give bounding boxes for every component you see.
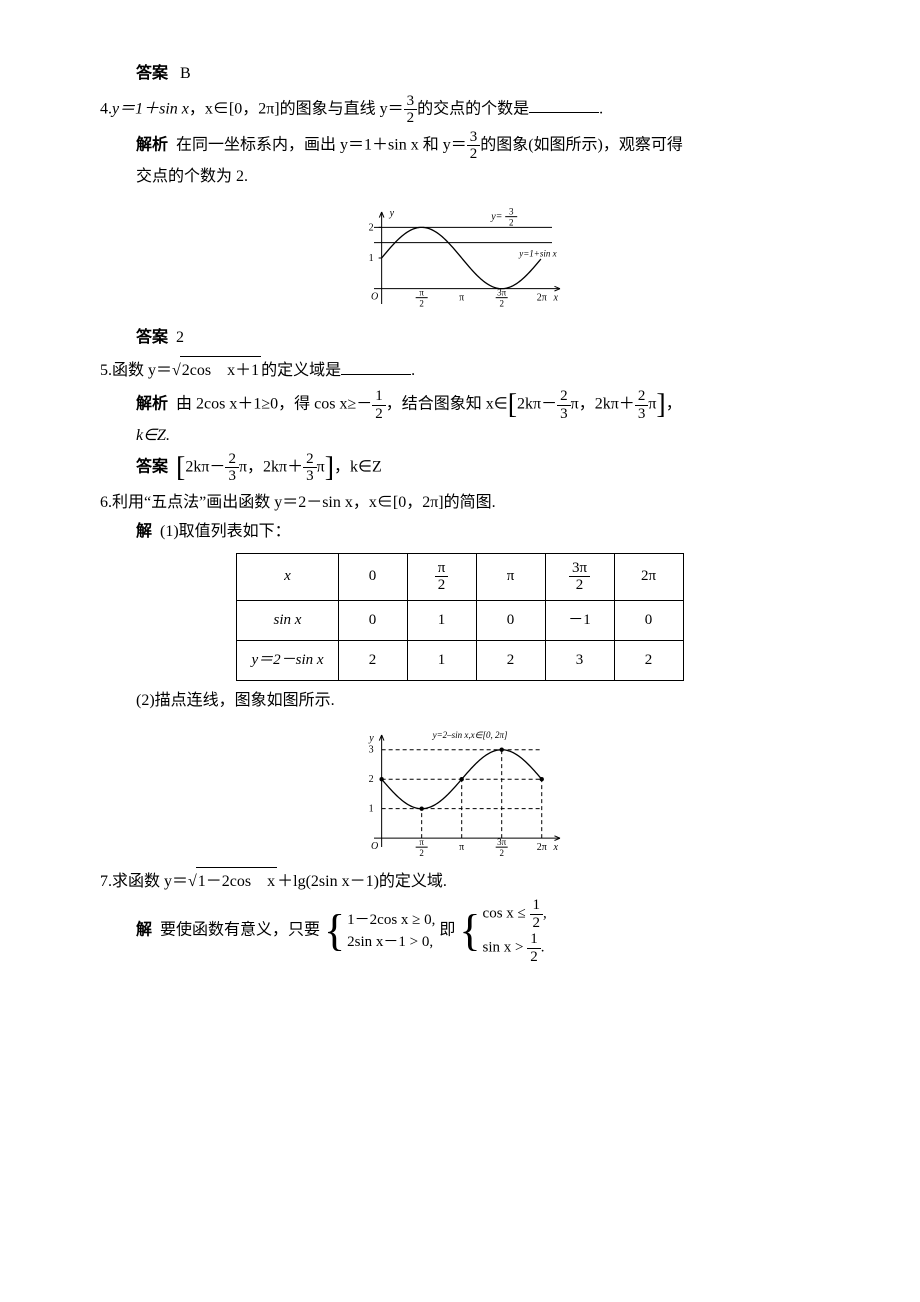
answer-label: 答案 xyxy=(136,65,168,82)
svg-text:O: O xyxy=(371,291,378,302)
sqrt: 2cos x＋1 xyxy=(172,362,261,379)
sqrt: 1－2cos x xyxy=(188,873,277,890)
prob6-sol2: (2)描点连线，图象如图所示. xyxy=(100,687,820,716)
svg-text:3π: 3π xyxy=(497,838,507,848)
svg-text:y: y xyxy=(389,208,395,219)
svg-text:π: π xyxy=(419,838,424,848)
svg-text:π: π xyxy=(419,287,424,297)
svg-text:1: 1 xyxy=(369,804,374,815)
svg-text:x: x xyxy=(553,843,559,854)
answer-value: B xyxy=(180,65,191,82)
prob-num: 7. xyxy=(100,873,112,890)
problem-6: 6.利用“五点法”画出函数 y＝2－sin x，x∈[0，2π]的简图. xyxy=(100,489,820,518)
svg-text:2: 2 xyxy=(499,298,504,308)
prob5-answer: 答案 [2kπ－23π，2kπ＋23π]，k∈Z xyxy=(100,451,820,485)
problem-5: 5.函数 y＝2cos x＋1的定义域是. xyxy=(100,356,820,386)
prob6-figure: xyO123π2π3π22πy=2–sin x,x∈[0, 2π] xyxy=(100,721,820,861)
problem-7: 7.求函数 y＝1－2cos x＋lg(2sin x－1)的定义域. xyxy=(100,867,820,897)
svg-text:2π: 2π xyxy=(537,843,547,854)
prob7-solution: 解 要使函数有意义，只要 { 1－2cos x ≥ 0, 2sin x－1 > … xyxy=(100,897,820,965)
svg-text:3: 3 xyxy=(369,745,374,756)
svg-text:2π: 2π xyxy=(537,292,547,303)
problem-4: 4.y＝1＋sin x，x∈[0，2π]的图象与直线 y＝32的交点的个数是. xyxy=(100,93,820,127)
svg-text:y: y xyxy=(368,733,374,744)
svg-text:y=2–sin x,x∈[0, 2π]: y=2–sin x,x∈[0, 2π] xyxy=(432,730,508,740)
prob-num: 4. xyxy=(100,100,112,117)
system-1: { 1－2cos x ≥ 0, 2sin x－1 > 0, xyxy=(324,909,435,954)
anal-label: 解析 xyxy=(136,396,168,413)
svg-text:π: π xyxy=(459,292,464,303)
svg-text:2: 2 xyxy=(509,217,513,227)
system-2: { cos x ≤ 12, sin x > 12. xyxy=(459,897,546,965)
prob-num: 5. xyxy=(100,362,112,379)
svg-text:x: x xyxy=(553,292,559,303)
answer-value: 2 xyxy=(176,329,184,346)
blank xyxy=(341,358,411,375)
svg-text:y=1+sin x: y=1+sin x xyxy=(518,248,556,258)
frac-3-2: 32 xyxy=(404,93,418,127)
svg-text:2: 2 xyxy=(499,849,504,859)
anal-label: 解析 xyxy=(136,136,168,153)
prob5-analysis: 解析 由 2cos x＋1≥0，得 cos x≥－12，结合图象知 x∈[2kπ… xyxy=(100,388,820,451)
svg-text:2: 2 xyxy=(419,849,424,859)
anal-line2: 交点的个数为 2. xyxy=(136,163,820,192)
frac: 32 xyxy=(467,129,481,163)
sol-label: 解 xyxy=(136,922,152,939)
svg-text:π: π xyxy=(459,843,464,854)
prob6-table: x0π2π3π22πsin x010－10y＝2－sin x21232 xyxy=(236,553,683,681)
svg-text:2: 2 xyxy=(369,775,374,786)
answer-label: 答案 xyxy=(136,329,168,346)
blank xyxy=(529,96,599,113)
svg-text:y=: y= xyxy=(490,211,502,222)
kz: k∈Z. xyxy=(136,422,820,451)
tail: 的交点的个数是 xyxy=(417,100,529,117)
prob4-figure: xyO12π2π3π22πy=32y=1+sin x xyxy=(100,198,820,318)
prob3-answer: 答案 B xyxy=(100,60,820,89)
svg-text:2: 2 xyxy=(419,298,424,308)
svg-text:1: 1 xyxy=(369,253,374,264)
svg-text:2: 2 xyxy=(369,222,374,233)
prob-num: 6. xyxy=(100,494,112,511)
svg-text:O: O xyxy=(371,842,378,853)
expr-a: y＝1＋sin x xyxy=(112,100,189,117)
prob6-sol1: 解 (1)取值列表如下： xyxy=(100,518,820,547)
prob4-analysis: 解析 在同一坐标系内，画出 y＝1＋sin x 和 y＝32的图象(如图所示)，… xyxy=(100,129,820,192)
svg-text:3: 3 xyxy=(509,206,514,216)
sol-label: 解 xyxy=(136,523,152,540)
answer-label: 答案 xyxy=(136,459,168,476)
expr-b: ，x∈[0，2π]的图象与直线 y＝ xyxy=(189,100,404,117)
prob4-answer: 答案 2 xyxy=(100,324,820,353)
